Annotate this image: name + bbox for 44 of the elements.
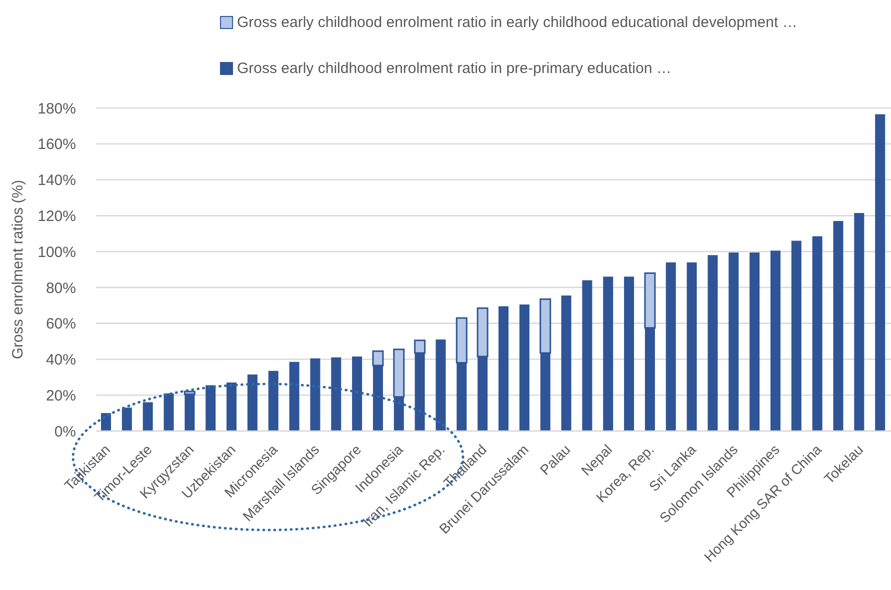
bar (519, 304, 530, 431)
bar (708, 255, 718, 431)
bar (666, 262, 676, 431)
bar (310, 358, 320, 431)
bar (561, 296, 572, 431)
bar (226, 382, 237, 431)
bar (122, 408, 132, 431)
legend-label: Gross early childhood enrolment ratio in pre-primary education … (237, 60, 672, 76)
legend-label: Gross early childhood enrolment ratio in early childhood educational development … (237, 14, 798, 30)
bar (582, 280, 592, 431)
bar (875, 114, 886, 431)
bar (142, 402, 153, 431)
y-tick-label: 0% (54, 423, 76, 440)
bar (331, 357, 342, 431)
bar (184, 394, 195, 431)
bar (247, 374, 258, 431)
bar (603, 276, 614, 431)
bar (289, 362, 300, 431)
bar (812, 236, 822, 431)
y-tick-label: 120% (38, 208, 76, 225)
bar (750, 252, 760, 431)
bar (268, 370, 278, 431)
bar (624, 276, 634, 431)
y-axis-title: Gross enrolment ratios (%) (10, 180, 26, 360)
bar (770, 250, 780, 431)
bar (206, 385, 216, 431)
bar (498, 306, 508, 431)
y-tick-label: 60% (46, 316, 76, 333)
bar (728, 252, 739, 431)
bar (101, 413, 111, 431)
bar (686, 262, 697, 431)
bar (833, 221, 844, 431)
y-tick-label: 140% (38, 172, 76, 190)
bar (436, 339, 446, 431)
bar (164, 393, 174, 431)
y-tick-label: 40% (46, 352, 76, 369)
y-tick-label: 20% (46, 387, 76, 404)
y-tick-label: 160% (38, 136, 76, 154)
y-tick-label: 80% (46, 280, 76, 297)
y-tick-label: 100% (38, 244, 76, 261)
bar (854, 212, 864, 431)
y-tick-label: 180% (38, 100, 76, 118)
bar (791, 240, 802, 431)
bar (352, 356, 362, 431)
